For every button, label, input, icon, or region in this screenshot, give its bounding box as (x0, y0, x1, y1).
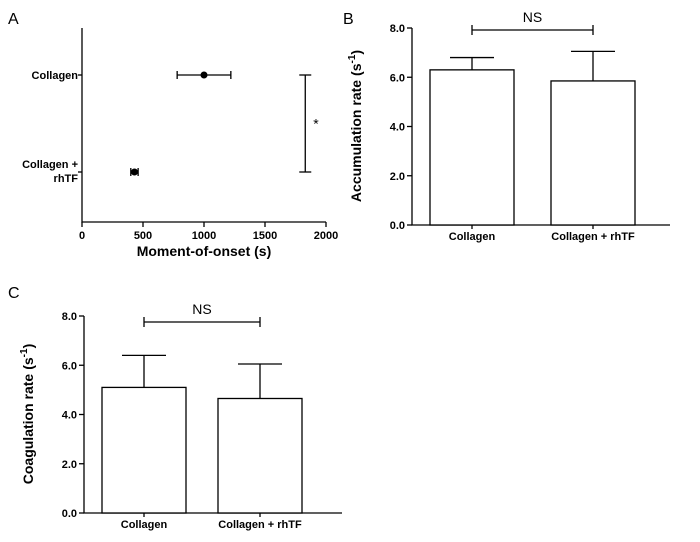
panel-b-bar (550, 80, 636, 226)
panel-label-b: B (343, 11, 354, 28)
panel-a-significance-label: * (313, 116, 319, 132)
panel-b-y-tick-label: 8.0 (390, 23, 405, 35)
panel-b-y-tick-label: 4.0 (390, 122, 405, 134)
panel-a-data-point (130, 168, 138, 176)
panel-a-category-label: Collagen (32, 70, 79, 82)
panel-c-category-label: Collagen + rhTF (218, 519, 302, 531)
panel-b-y-axis-unit: (s (348, 63, 364, 76)
panel-b-category-label: Collagen + rhTF (551, 231, 635, 243)
panel-c-y-axis-title: Coagulation rate (s-1) (19, 344, 36, 485)
panel-c-category-label: Collagen (121, 519, 168, 531)
panel-c-y-axis-unit-close: ) (20, 344, 36, 349)
panel-a-category-label: rhTF (54, 173, 79, 185)
panel-a-x-tick-label: 1000 (192, 230, 216, 242)
panel-c-y-axis-unit-exp: -1 (19, 348, 30, 357)
panel-c-bar (217, 397, 303, 514)
panel-c-y-tick-label: 6.0 (62, 360, 77, 372)
panel-c-y-tick-label: 4.0 (62, 410, 77, 422)
panel-a-data-point (200, 71, 208, 79)
panel-b-category-label: Collagen (449, 231, 496, 243)
panel-c-y-tick-label: 8.0 (62, 311, 77, 323)
panel-a-x-axis-title: Moment-of-onset (s) (137, 243, 272, 259)
panel-a-x-tick-label: 1500 (253, 230, 277, 242)
panel-b-y-axis-title-text: Accumulation rate (348, 80, 364, 202)
panel-b-y-axis-unit-exp: -1 (347, 54, 358, 63)
panel-a-x-tick-label: 2000 (314, 230, 338, 242)
panel-a-x-tick-label: 500 (134, 230, 152, 242)
panel-c-y-tick-label: 0.0 (62, 508, 77, 520)
panel-label-a: A (8, 11, 19, 28)
panel-b-bar (429, 69, 515, 226)
panel-b-chart: 0.02.04.06.08.0 Collagen Collagen + rhTF … (347, 9, 670, 243)
panel-a-category-label: Collagen + (22, 159, 78, 171)
panel-a-axes (81, 28, 326, 223)
panel-c-y-tick-label: 2.0 (62, 459, 77, 471)
panel-c-significance-label: NS (192, 301, 211, 317)
panel-b-y-tick-label: 2.0 (390, 171, 405, 183)
panel-b-significance-label: NS (523, 9, 542, 25)
panel-a-x-tick-label: 0 (79, 230, 85, 242)
panel-b-y-tick-label: 6.0 (390, 72, 405, 84)
panel-label-c: C (8, 285, 20, 302)
panel-c-y-axis-title-text: Coagulation rate (20, 374, 36, 485)
panel-b-y-axis-unit-close: ) (348, 50, 364, 55)
panel-b-y-tick-label: 0.0 (390, 220, 405, 232)
panel-c-chart: 0.02.04.06.08.0 Collagen Collagen + rhTF … (19, 301, 342, 531)
panel-b-y-axis-title: Accumulation rate (s-1) (347, 50, 364, 202)
panel-c-bar (101, 386, 187, 514)
panel-c-y-axis-unit: (s (20, 357, 36, 370)
